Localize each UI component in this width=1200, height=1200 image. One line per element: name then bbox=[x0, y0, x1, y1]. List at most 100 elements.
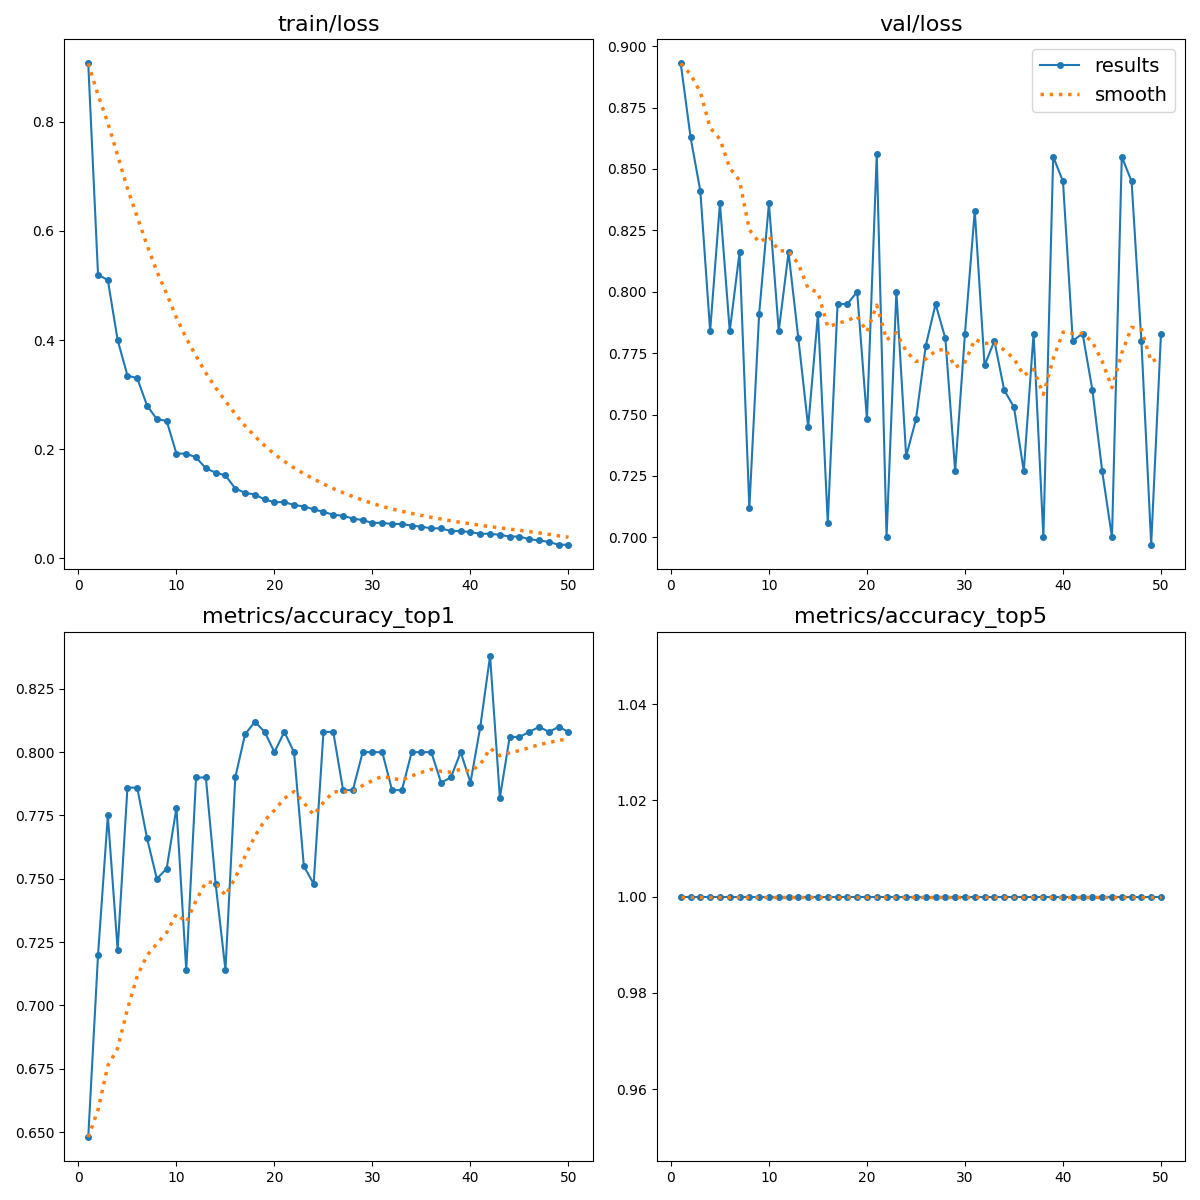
smooth bbox=[336, 486, 350, 500]
results bbox=[830, 296, 845, 311]
results bbox=[1105, 530, 1120, 545]
smooth bbox=[532, 526, 546, 540]
results bbox=[703, 324, 718, 338]
smooth bbox=[101, 1058, 115, 1073]
results bbox=[454, 745, 468, 760]
smooth bbox=[958, 889, 972, 904]
smooth bbox=[532, 737, 546, 751]
smooth bbox=[929, 343, 943, 358]
smooth bbox=[376, 499, 390, 514]
results bbox=[522, 725, 536, 739]
smooth bbox=[1056, 325, 1070, 340]
results bbox=[218, 962, 233, 977]
smooth bbox=[552, 733, 566, 748]
smooth bbox=[82, 1130, 96, 1145]
smooth bbox=[800, 889, 815, 904]
results bbox=[752, 307, 767, 322]
results bbox=[346, 511, 360, 526]
smooth bbox=[414, 766, 428, 780]
smooth bbox=[781, 889, 796, 904]
smooth bbox=[188, 349, 203, 364]
smooth bbox=[722, 161, 737, 175]
smooth bbox=[859, 889, 874, 904]
results bbox=[1046, 889, 1061, 904]
results bbox=[258, 725, 272, 739]
smooth bbox=[1094, 889, 1109, 904]
smooth bbox=[683, 67, 697, 82]
results bbox=[1026, 889, 1040, 904]
results bbox=[101, 809, 115, 823]
results bbox=[1085, 383, 1099, 397]
smooth bbox=[977, 336, 991, 350]
smooth bbox=[958, 355, 972, 370]
smooth bbox=[908, 354, 923, 368]
smooth bbox=[91, 88, 106, 102]
results bbox=[385, 782, 400, 797]
results bbox=[541, 725, 556, 739]
smooth bbox=[722, 889, 737, 904]
smooth bbox=[395, 773, 409, 787]
results bbox=[791, 331, 805, 346]
smooth bbox=[1105, 380, 1120, 395]
results bbox=[811, 889, 826, 904]
smooth bbox=[110, 149, 125, 163]
results bbox=[1026, 326, 1040, 341]
results bbox=[781, 889, 796, 904]
results bbox=[938, 331, 953, 346]
results bbox=[199, 461, 214, 475]
smooth bbox=[424, 762, 438, 776]
smooth bbox=[811, 889, 826, 904]
smooth bbox=[703, 121, 718, 136]
results bbox=[268, 494, 282, 509]
results bbox=[1036, 530, 1050, 545]
smooth bbox=[967, 889, 982, 904]
results bbox=[140, 398, 155, 413]
smooth bbox=[482, 742, 497, 756]
results bbox=[1066, 334, 1080, 348]
smooth bbox=[317, 796, 331, 810]
results bbox=[160, 862, 174, 876]
smooth bbox=[454, 762, 468, 776]
smooth bbox=[355, 779, 370, 793]
smooth bbox=[1016, 368, 1031, 383]
smooth bbox=[742, 222, 756, 236]
results bbox=[110, 942, 125, 956]
results bbox=[859, 889, 874, 904]
results bbox=[365, 516, 379, 530]
smooth bbox=[541, 736, 556, 750]
results bbox=[732, 245, 746, 259]
Legend: results, smooth: results, smooth bbox=[1032, 49, 1175, 113]
results bbox=[880, 530, 894, 545]
smooth bbox=[830, 889, 845, 904]
results bbox=[247, 714, 262, 728]
smooth bbox=[673, 889, 688, 904]
smooth bbox=[811, 286, 826, 300]
results bbox=[762, 889, 776, 904]
smooth bbox=[228, 407, 242, 421]
smooth bbox=[732, 174, 746, 188]
smooth bbox=[938, 342, 953, 356]
results bbox=[791, 889, 805, 904]
results bbox=[703, 889, 718, 904]
results bbox=[713, 889, 727, 904]
results bbox=[120, 368, 134, 383]
Line: results: results bbox=[85, 653, 571, 1140]
smooth bbox=[140, 948, 155, 962]
smooth bbox=[473, 518, 487, 533]
smooth bbox=[1066, 326, 1080, 341]
smooth bbox=[110, 1042, 125, 1056]
smooth bbox=[365, 497, 379, 511]
smooth bbox=[404, 769, 419, 784]
results bbox=[967, 889, 982, 904]
results bbox=[355, 512, 370, 527]
smooth bbox=[101, 115, 115, 130]
results bbox=[1153, 889, 1168, 904]
results bbox=[296, 859, 311, 874]
results bbox=[541, 535, 556, 550]
smooth bbox=[918, 889, 932, 904]
results bbox=[376, 516, 390, 530]
results bbox=[1007, 889, 1021, 904]
smooth bbox=[997, 889, 1012, 904]
results bbox=[988, 889, 1002, 904]
smooth bbox=[404, 506, 419, 521]
